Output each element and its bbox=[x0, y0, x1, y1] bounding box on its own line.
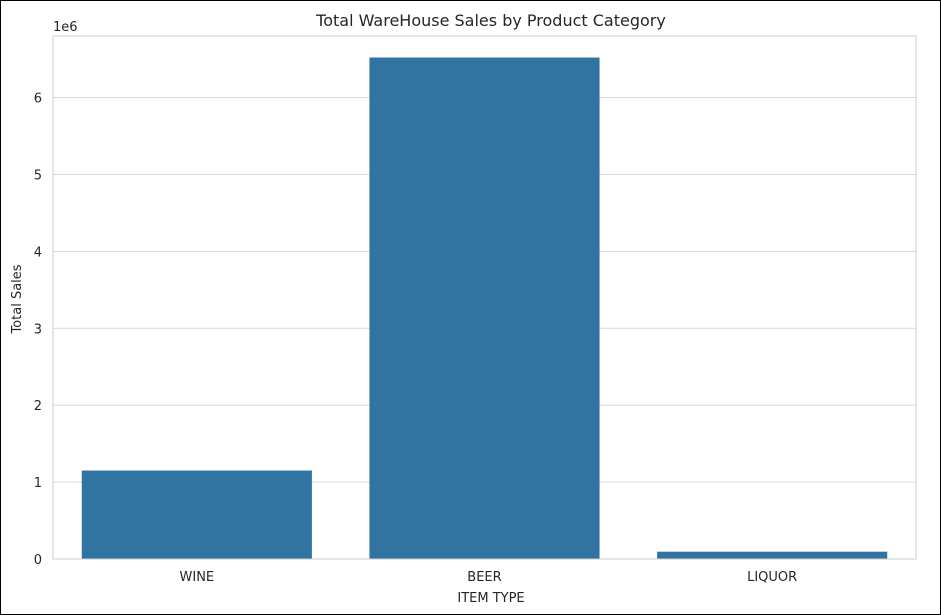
chart-title: Total WareHouse Sales by Product Categor… bbox=[315, 11, 666, 30]
x-axis-label: ITEM TYPE bbox=[457, 591, 524, 606]
y-tick-label: 5 bbox=[34, 168, 42, 183]
x-tick-label-beer: BEER bbox=[467, 570, 501, 585]
x-tick-labels: WINE BEER LIQUOR bbox=[180, 570, 798, 585]
y-tick-label: 2 bbox=[34, 399, 42, 414]
y-tick-label: 0 bbox=[34, 553, 42, 568]
bars bbox=[81, 57, 888, 560]
y-offset-label: 1e6 bbox=[53, 20, 78, 35]
y-tick-label: 6 bbox=[34, 92, 42, 107]
axes-frame bbox=[52, 35, 917, 560]
bar-beer bbox=[369, 57, 600, 560]
bar-liquor bbox=[657, 551, 888, 559]
y-tick-label: 4 bbox=[34, 245, 42, 260]
y-axis-label: Total Sales bbox=[10, 264, 25, 334]
y-tick-label: 1 bbox=[34, 476, 42, 491]
bar-wine bbox=[81, 470, 312, 559]
y-tick-label: 3 bbox=[34, 322, 42, 337]
y-tick-labels: 0 1 2 3 4 5 6 bbox=[34, 92, 42, 568]
x-tick-label-wine: WINE bbox=[180, 570, 215, 585]
x-tick-label-liquor: LIQUOR bbox=[747, 570, 797, 585]
